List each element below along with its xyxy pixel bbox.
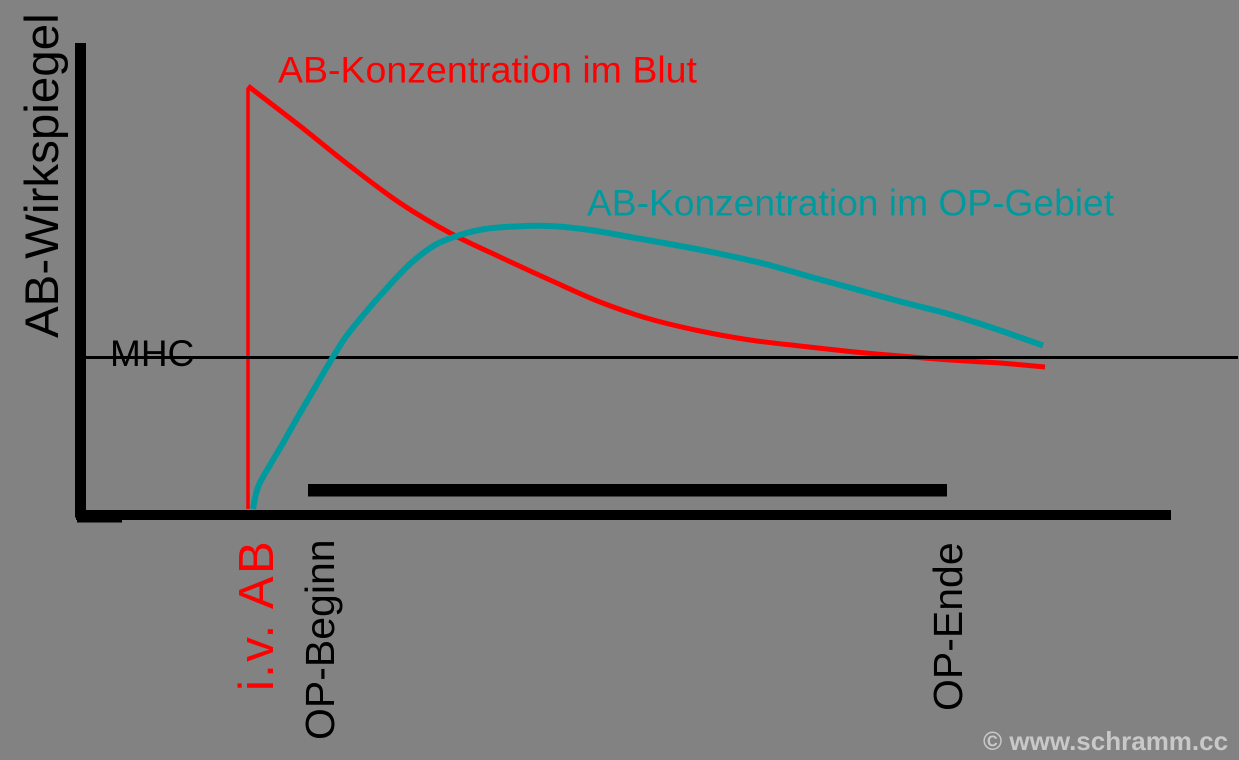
svg-text:AB-Konzentration im Blut: AB-Konzentration im Blut: [278, 49, 698, 91]
svg-text:i.v. AB: i.v. AB: [230, 539, 284, 691]
svg-text:MHC: MHC: [110, 333, 194, 374]
svg-text:AB-Konzentration im OP-Gebiet: AB-Konzentration im OP-Gebiet: [587, 182, 1115, 224]
svg-text:OP-Ende: OP-Ende: [925, 542, 971, 711]
svg-text:© www.schramm.cc: © www.schramm.cc: [983, 726, 1228, 756]
svg-text:AB-Wirkspiegel: AB-Wirkspiegel: [16, 13, 69, 338]
svg-text:OP-Beginn: OP-Beginn: [297, 539, 343, 740]
